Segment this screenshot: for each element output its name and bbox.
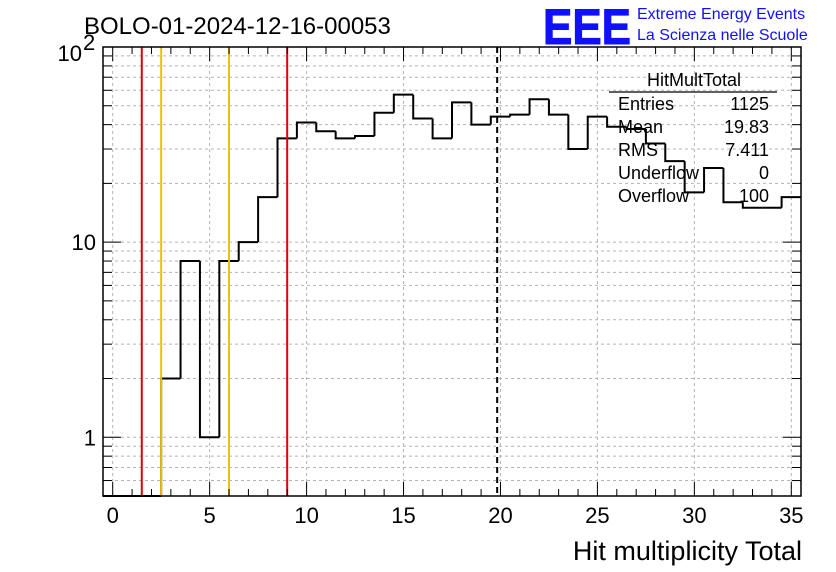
y-tick-label: 10 [58,41,82,66]
histogram-bin [722,167,743,204]
x-tick-label: 25 [585,503,609,528]
stats-label-mean: Mean [618,117,663,137]
stats-value-overflow: 100 [739,186,769,206]
histogram-bin [218,260,239,438]
histogram-bin [179,260,200,379]
x-axis-label: Hit multiplicity Total [573,536,802,566]
marker-lines [140,47,499,496]
histogram-bin [586,115,608,150]
histogram-bin [528,98,549,115]
axis-ticks [103,46,801,497]
histogram-bin [470,102,491,126]
histogram-bin [606,116,627,128]
histogram-bin [451,101,472,139]
x-tick-labels: 0 5 10 15 20 25 30 35 [107,503,804,528]
logo-line-1: Extreme Energy Events [637,6,805,23]
histogram-bin [257,196,278,243]
histogram-bin [567,114,588,151]
x-tick-label: 15 [391,503,415,528]
stats-label-entries: Entries [618,94,674,114]
logo-letters: EEE [543,0,631,55]
histogram-bin [683,161,705,194]
stats-title: HitMultTotal [647,70,741,90]
histogram-bin [354,134,375,139]
histogram-bin [664,143,685,163]
stats-value-mean: 19.83 [724,117,769,137]
histogram-bin [237,241,259,262]
stats-value-underflow: 0 [759,163,769,183]
stats-label-underflow: Underflow [618,163,700,183]
histogram-bin [703,166,724,193]
x-tick-label: 20 [488,503,512,528]
histogram-bin [644,128,666,145]
histogram-bin [741,202,763,209]
stats-label-rms: RMS [618,140,658,160]
stats-value-rms: 7.411 [725,140,769,160]
x-tick-label: 0 [107,503,119,528]
histogram-bin [412,94,433,120]
y-tick-label-exponent: 2 [83,30,95,55]
logo-line-2: La Scienza nelle Scuole [637,27,808,44]
histogram-bin [431,118,452,140]
histogram-bin [780,196,801,208]
y-tick-label: 10 [72,230,96,255]
run-title: BOLO-01-2024-12-16-00053 [84,13,391,40]
stats-box: HitMultTotal Entries 1125 Mean 19.83 RMS… [609,70,777,206]
x-tick-label: 30 [682,503,706,528]
histogram-bin [295,121,317,139]
plot-frame [102,46,802,497]
histogram-bin [509,113,530,117]
histogram-bin [547,99,569,116]
stats-value-entries: 1125 [730,94,769,114]
eee-logo: EEE Extreme Energy Events La Scienza nel… [543,0,808,56]
histogram-bin [373,111,394,136]
histogram-bin [315,122,336,133]
y-tick-label: 1 [84,425,96,450]
histogram-bars [103,93,801,497]
x-tick-label: 10 [294,503,318,528]
stats-label-overflow: Overflow [618,186,690,206]
x-tick-label: 35 [779,503,803,528]
histogram-bin [276,137,297,198]
histogram-bin [489,115,511,125]
x-tick-label: 5 [204,503,216,528]
histogram-bin [625,126,646,130]
histogram-bin [392,93,414,113]
histogram-bin [334,131,356,140]
histogram-bin [198,261,220,439]
